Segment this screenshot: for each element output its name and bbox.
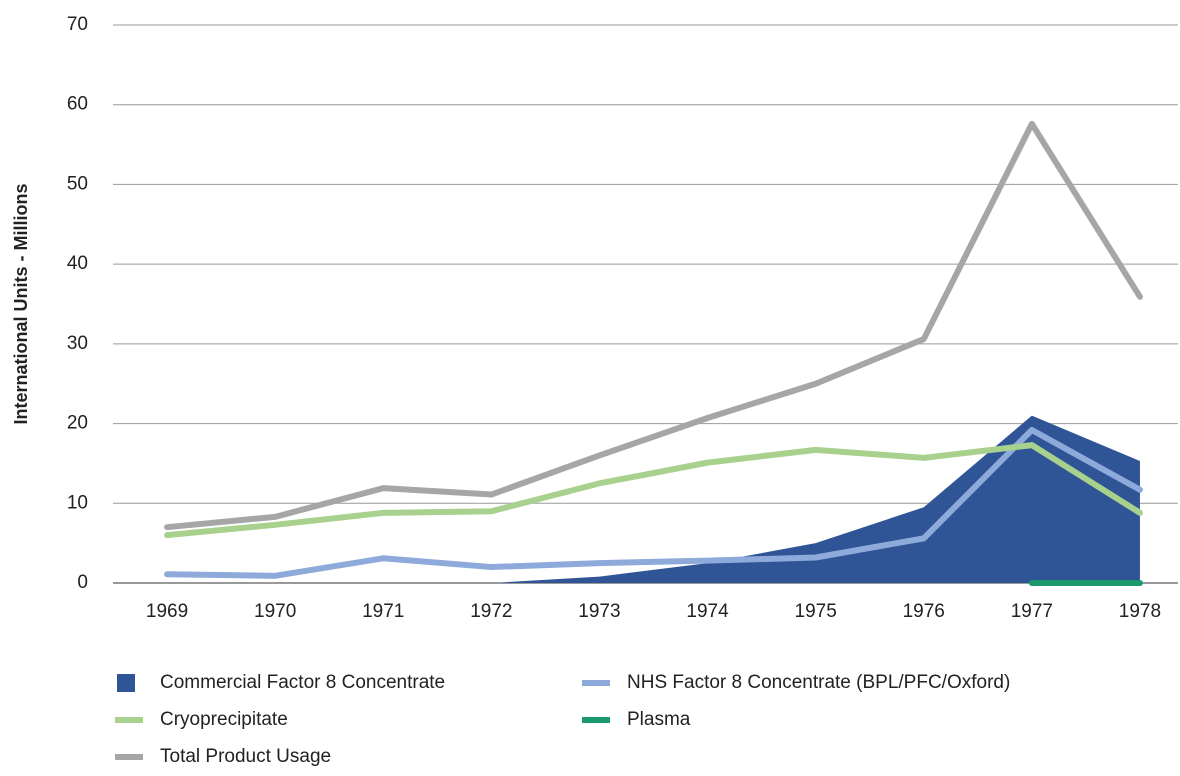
legend-swatch [115, 754, 143, 760]
line [164, 442, 1143, 539]
legend-swatch [582, 717, 610, 723]
legend-swatch [582, 680, 610, 686]
legend-label: Cryoprecipitate [160, 709, 288, 730]
x-tick-label: 1972 [470, 601, 512, 622]
y-tick-label: 10 [67, 492, 88, 513]
legend-label: Plasma [627, 709, 691, 730]
x-tick-label: 1977 [1011, 601, 1053, 622]
y-tick-label: 60 [67, 94, 88, 115]
legend-label: Commercial Factor 8 Concentrate [160, 672, 445, 693]
x-tick-label: 1971 [362, 601, 404, 622]
x-tick-label: 1973 [578, 601, 620, 622]
y-tick-label: 40 [67, 253, 88, 274]
y-axis-label: International Units - Millions [11, 183, 31, 424]
y-tick-label: 70 [67, 14, 88, 35]
line [164, 120, 1143, 531]
x-tick-label: 1975 [795, 601, 837, 622]
line [164, 426, 1143, 579]
legend-label: NHS Factor 8 Concentrate (BPL/PFC/Oxford… [627, 672, 1010, 693]
x-tick-label: 1974 [686, 601, 729, 622]
x-tick-label: 1976 [903, 601, 945, 622]
area [491, 415, 1140, 583]
y-tick-label: 30 [67, 333, 88, 354]
x-tick-label: 1978 [1119, 601, 1161, 622]
legend-label: Total Product Usage [160, 746, 331, 767]
legend-swatch [115, 717, 143, 723]
y-tick-label: 20 [67, 413, 88, 434]
y-tick-label: 50 [67, 173, 88, 194]
y-tick-label: 0 [77, 572, 88, 593]
x-tick-label: 1969 [146, 601, 188, 622]
legend-swatch [117, 674, 135, 692]
x-tick-label: 1970 [254, 601, 296, 622]
